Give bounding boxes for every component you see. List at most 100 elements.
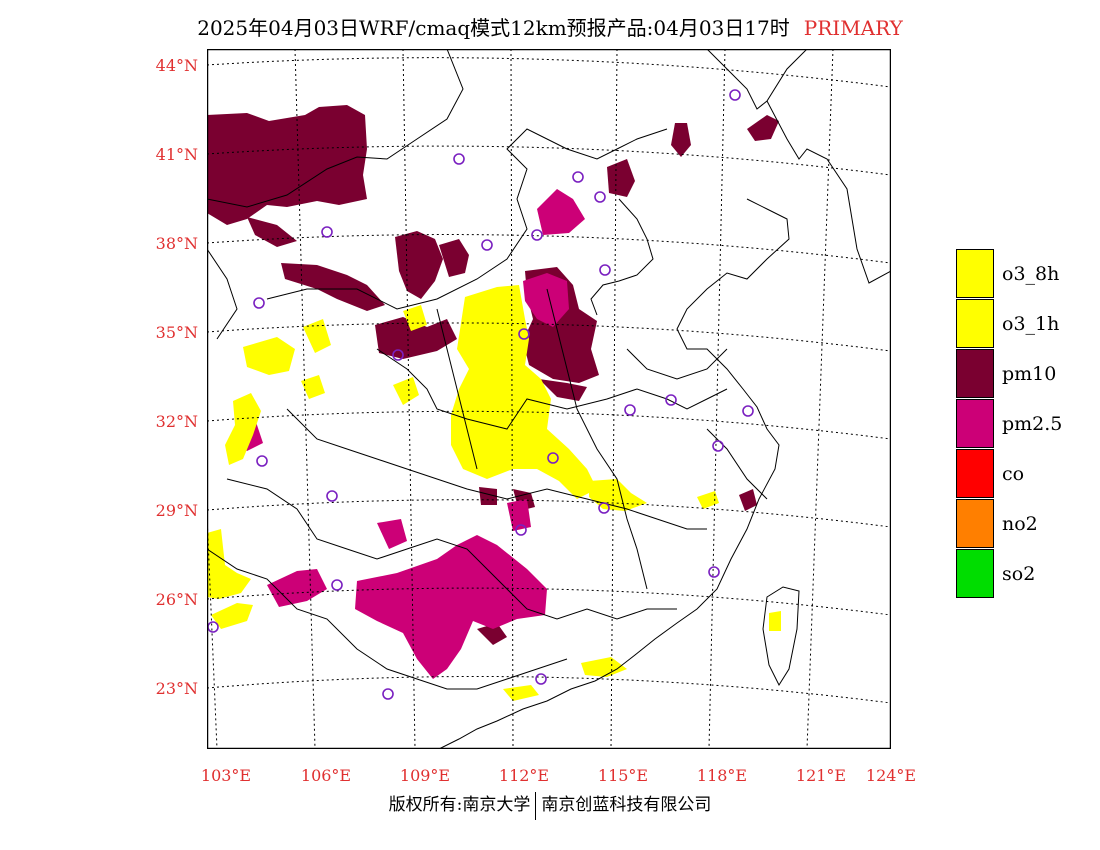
- pm25-region-hunan-central: [507, 499, 531, 531]
- pm25-region-hebei: [523, 273, 569, 327]
- lon-label-106: 106°E: [300, 766, 352, 785]
- o3-region-yunnan-south: [211, 603, 253, 629]
- station-marker: [382, 688, 394, 700]
- station-marker: [481, 239, 493, 251]
- map-title: 2025年04月03日WRF/cmaq模式12km预报产品:04月03日17时 P…: [0, 12, 1100, 41]
- station-marker: [599, 264, 611, 276]
- o3-region-hubei: [393, 377, 419, 405]
- legend-swatch: [956, 299, 994, 348]
- station-marker: [321, 226, 333, 238]
- station-marker: [518, 328, 530, 340]
- lat-label-23: 23°N: [155, 679, 198, 698]
- legend-label: co: [1002, 463, 1025, 485]
- taiwan-coast: [762, 586, 800, 687]
- forecast-map: [207, 49, 891, 749]
- o3-layer: [207, 285, 781, 701]
- pm10-region-liaoning: [671, 123, 691, 157]
- station-marker: [594, 191, 606, 203]
- o3-region-guangdong-south: [503, 685, 539, 701]
- pm25-region-beijing: [537, 189, 585, 235]
- station-marker: [392, 349, 404, 361]
- lon-label-121: 121°E: [795, 766, 847, 785]
- pm10-region-northwest: [207, 105, 367, 225]
- lon-label-118: 118°E: [696, 766, 748, 785]
- lat-label-44: 44°N: [155, 56, 198, 75]
- pm10-region-zhejiang: [739, 489, 757, 511]
- lat-label-29: 29°N: [155, 501, 198, 520]
- legend-label: no2: [1002, 513, 1038, 535]
- copyright-left: 版权所有:南京大学: [388, 795, 531, 815]
- pm10-region-henan-north: [539, 379, 587, 401]
- bohai-coast: [590, 198, 654, 316]
- pm10-region-ordos: [281, 263, 385, 311]
- province-lines-b: [376, 348, 728, 430]
- lat-label-41: 41°N: [155, 145, 198, 164]
- lon-label-103: 103°E: [200, 766, 252, 785]
- province-lines-d: [226, 478, 677, 620]
- border-northeast: [706, 49, 808, 110]
- copyright-footer: 版权所有:南京大学 南京创蓝科技有限公司: [0, 790, 1100, 820]
- coastline: [438, 100, 891, 749]
- station-layer: [207, 89, 754, 700]
- legend-swatch: [956, 399, 994, 448]
- pm10-region-beijing-north: [607, 159, 635, 197]
- province-lines-e: [207, 548, 568, 690]
- pm10-layer: [207, 105, 779, 645]
- province-lines-c: [286, 408, 707, 530]
- o3-region-ningxia: [301, 375, 325, 399]
- station-marker: [624, 404, 636, 416]
- lon-line-112: [510, 49, 514, 749]
- legend-swatch: [956, 549, 994, 598]
- station-marker: [253, 297, 265, 309]
- station-marker: [326, 490, 338, 502]
- lat-label-38: 38°N: [155, 234, 198, 253]
- pm10-region-hunan-east: [479, 487, 497, 505]
- o3-region-fujian: [697, 491, 719, 509]
- station-marker: [742, 405, 754, 417]
- lat-line-41: [207, 145, 891, 176]
- lon-label-115: 115°E: [597, 766, 649, 785]
- station-marker: [453, 153, 465, 165]
- province-lines-f: [436, 288, 648, 590]
- lat-line-38: [207, 234, 891, 264]
- pm25-region-guizhou: [267, 569, 327, 607]
- o3-region-henan-west: [403, 305, 427, 331]
- station-marker: [665, 394, 677, 406]
- lat-label-26: 26°N: [155, 590, 198, 609]
- lon-line-106: [294, 49, 316, 749]
- lat-line-32: [207, 410, 891, 440]
- legend-label: pm10: [1002, 363, 1057, 385]
- pm25-region-guangxi-hunan: [355, 535, 547, 679]
- legend-label: o3_1h: [1002, 313, 1060, 335]
- station-marker: [708, 566, 720, 578]
- pm10-region-shanxi-north: [395, 231, 443, 299]
- lon-label-112: 112°E: [498, 766, 550, 785]
- lat-line-26: [207, 587, 891, 616]
- station-marker: [531, 229, 543, 241]
- legend-label: o3_8h: [1002, 263, 1060, 285]
- station-marker: [535, 673, 547, 685]
- pm25-region-hunan-west: [377, 519, 407, 549]
- border-north: [207, 49, 464, 208]
- legend-label: pm2.5: [1002, 413, 1063, 435]
- lat-label-35: 35°N: [155, 323, 198, 342]
- o3-region-guangdong: [581, 657, 627, 677]
- lat-line-44: [207, 57, 891, 88]
- o3-region-shaanxi-south: [303, 319, 331, 353]
- o3-region-yunnan-west: [207, 529, 251, 599]
- o3-region-central-china: [451, 285, 597, 499]
- footer-divider: [535, 791, 537, 820]
- lat-line-23: [207, 675, 891, 704]
- o3-region-sichuan: [225, 393, 261, 465]
- station-marker: [572, 171, 584, 183]
- station-marker: [729, 89, 741, 101]
- graticule-layer: [207, 49, 891, 749]
- legend-swatch: [956, 349, 994, 398]
- legend-swatch: [956, 499, 994, 548]
- pm10-region-northeast: [747, 115, 779, 141]
- lon-line-121: [806, 49, 834, 749]
- copyright-right: 南京创蓝科技有限公司: [541, 795, 712, 815]
- o3-region-gansu: [243, 337, 295, 375]
- lon-line-118: [708, 49, 726, 749]
- lon-line-115: [610, 49, 618, 749]
